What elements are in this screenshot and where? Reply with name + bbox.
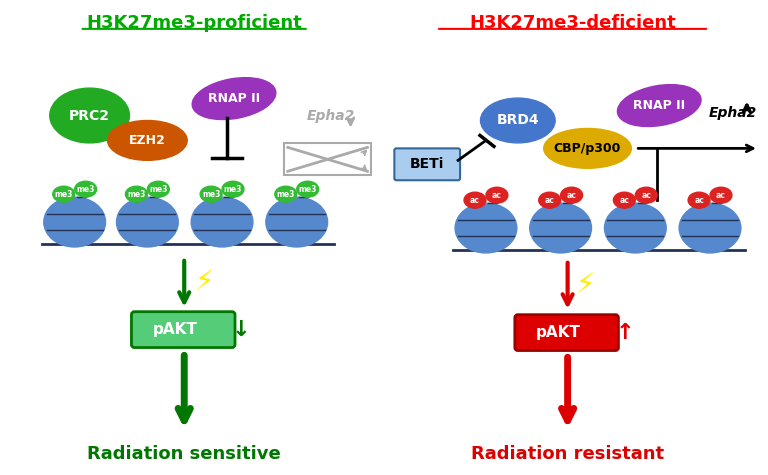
Ellipse shape [74,181,97,197]
Ellipse shape [614,192,635,208]
Ellipse shape [679,203,741,253]
Ellipse shape [50,88,130,143]
Text: ac: ac [694,196,704,205]
FancyBboxPatch shape [394,148,460,180]
Text: ↓: ↓ [232,320,250,340]
Text: ac: ac [716,190,726,200]
Ellipse shape [688,192,710,208]
Text: ac: ac [492,190,502,200]
Text: me3: me3 [223,185,242,194]
Ellipse shape [275,186,296,202]
Text: ac: ac [620,196,629,205]
Text: ac: ac [545,196,554,205]
Ellipse shape [604,203,666,253]
Text: me3: me3 [77,185,94,194]
Ellipse shape [108,121,187,161]
Ellipse shape [635,187,657,203]
Text: Radiation sensitive: Radiation sensitive [88,445,281,463]
Text: H3K27me3-proficient: H3K27me3-proficient [86,14,302,32]
Ellipse shape [200,186,222,202]
Ellipse shape [44,197,105,247]
Ellipse shape [147,181,169,197]
Text: ac: ac [567,190,577,200]
Ellipse shape [192,77,276,120]
Ellipse shape [53,186,74,202]
Text: CBP/p300: CBP/p300 [554,142,621,155]
Ellipse shape [538,192,561,208]
Ellipse shape [530,203,591,253]
Text: Epha2: Epha2 [709,105,757,120]
Text: ⚡: ⚡ [576,271,595,299]
Text: Epha2: Epha2 [306,108,355,123]
Text: BETi: BETi [410,157,445,171]
Ellipse shape [117,197,178,247]
Ellipse shape [617,85,701,126]
Text: ac: ac [641,190,651,200]
Text: me3: me3 [276,190,295,199]
Text: RNAP II: RNAP II [633,99,685,112]
Text: BRD4: BRD4 [497,114,539,127]
Text: me3: me3 [55,190,73,199]
Text: pAKT: pAKT [153,322,197,337]
FancyBboxPatch shape [515,314,618,351]
Ellipse shape [464,192,486,208]
Ellipse shape [561,187,583,203]
FancyBboxPatch shape [131,312,235,348]
Ellipse shape [481,98,555,143]
Ellipse shape [455,203,517,253]
Ellipse shape [296,181,319,197]
Text: me3: me3 [149,185,167,194]
Text: pAKT: pAKT [536,325,581,340]
Ellipse shape [486,187,508,203]
Ellipse shape [191,197,253,247]
Text: me3: me3 [127,190,146,199]
Text: ↑: ↑ [616,323,634,342]
Text: EZH2: EZH2 [129,134,166,147]
Ellipse shape [544,128,631,168]
Ellipse shape [125,186,147,202]
Text: me3: me3 [202,190,220,199]
Text: H3K27me3-deficient: H3K27me3-deficient [469,14,676,32]
Text: ac: ac [470,196,480,205]
Text: Radiation resistant: Radiation resistant [471,445,664,463]
Ellipse shape [222,181,244,197]
Text: ⚡: ⚡ [194,268,214,296]
Ellipse shape [266,197,328,247]
Ellipse shape [710,187,732,203]
Text: RNAP II: RNAP II [208,92,260,105]
Text: PRC2: PRC2 [69,108,110,123]
Text: me3: me3 [299,185,317,194]
